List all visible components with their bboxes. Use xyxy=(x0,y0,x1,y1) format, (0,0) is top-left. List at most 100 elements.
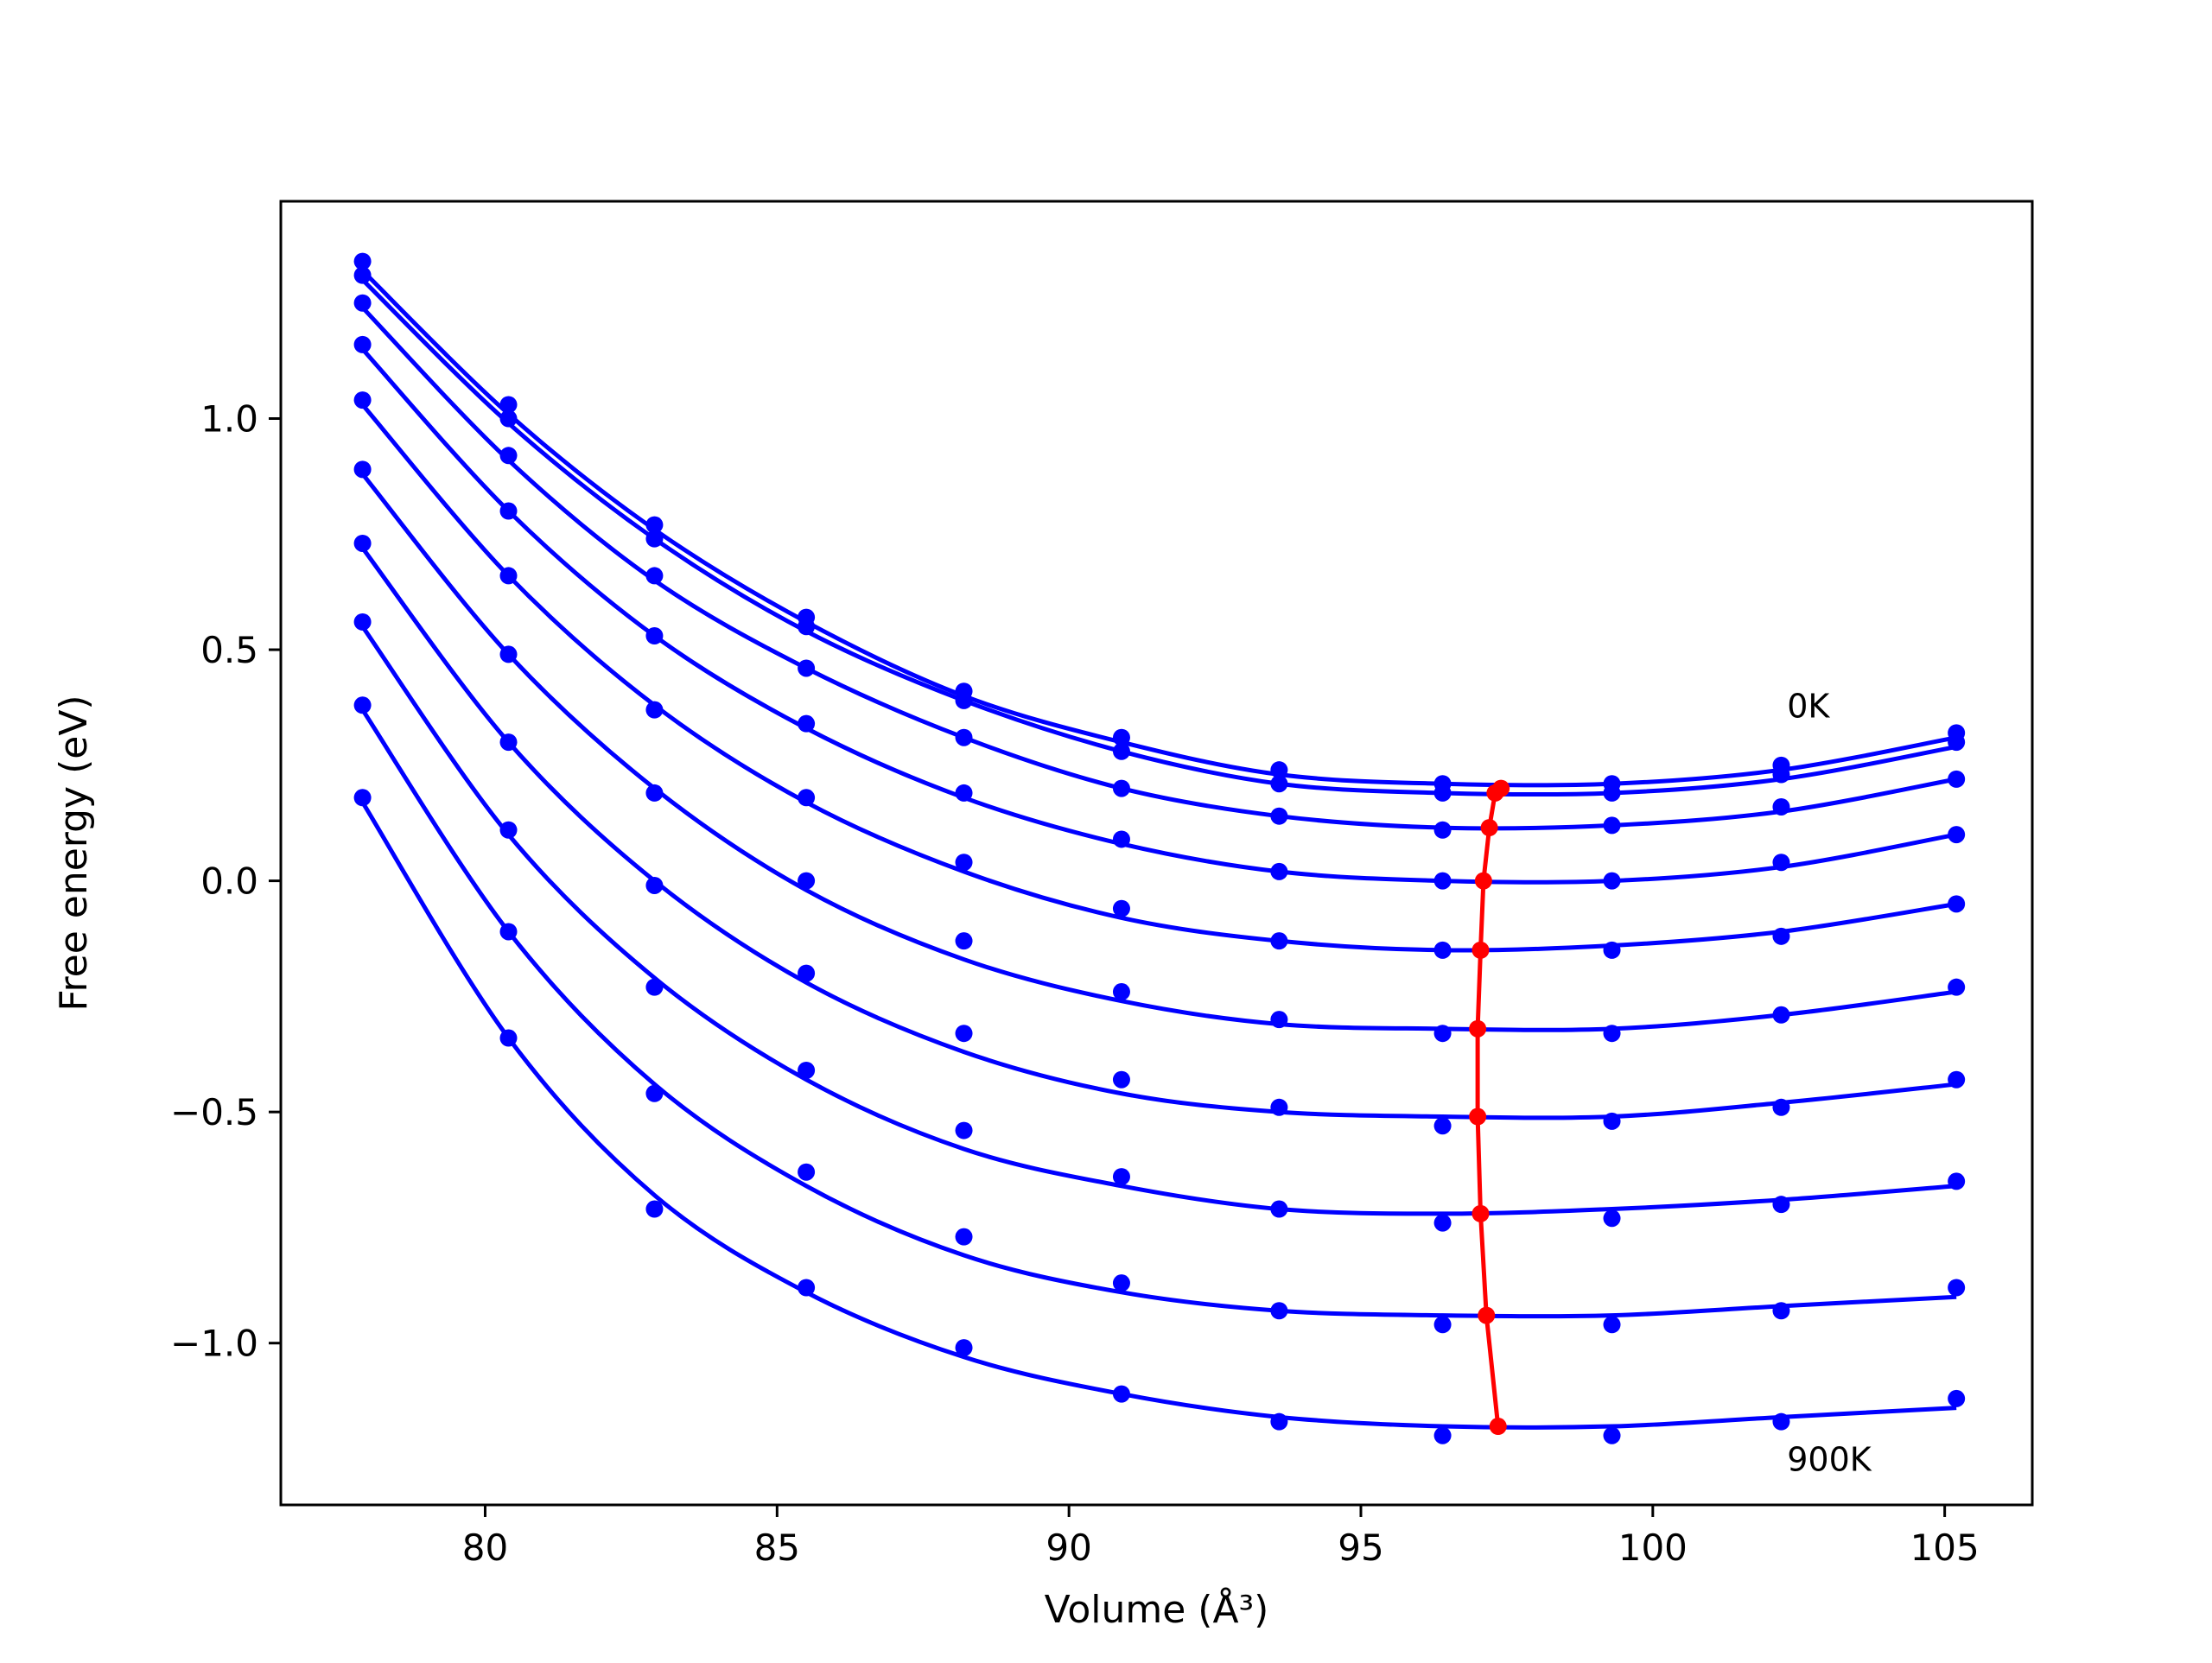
data-point-6-10 xyxy=(1772,1006,1790,1024)
data-point-6-8 xyxy=(1433,1025,1452,1043)
data-point-5-9 xyxy=(1603,941,1621,959)
x-tick-label-90: 90 xyxy=(1046,1527,1091,1569)
x-tick-label-80: 80 xyxy=(462,1527,508,1569)
fit-curve-6 xyxy=(360,473,1957,1032)
y-axis-ticks: −1.0 −0.5 0.0 0.5 1.0 xyxy=(170,398,281,1365)
data-point-6-3 xyxy=(645,784,664,802)
x-axis-ticks: 80 85 90 95 100 105 xyxy=(462,1505,1980,1569)
fit-curve-5 xyxy=(360,403,1957,953)
annotation-900k: 900K xyxy=(1787,1440,1872,1478)
data-point-7-9 xyxy=(1603,1112,1621,1130)
x-tick-label-105: 105 xyxy=(1910,1527,1980,1569)
data-point-3-2 xyxy=(499,447,518,465)
minimum-point-5 xyxy=(1471,941,1490,959)
minimum-point-8 xyxy=(1471,1204,1490,1222)
data-point-4-9 xyxy=(1603,872,1621,890)
data-point-4-3 xyxy=(645,627,664,644)
data-point-8-5 xyxy=(955,1121,973,1139)
data-point-3-6 xyxy=(1112,779,1130,797)
data-point-10-2 xyxy=(499,1029,518,1047)
data-point-1-7 xyxy=(1270,761,1288,779)
data-point-10-9 xyxy=(1603,1426,1621,1444)
data-point-2-8 xyxy=(1433,784,1452,802)
data-point-10-3 xyxy=(645,1200,664,1218)
data-point-9-5 xyxy=(955,1228,973,1246)
data-point-8-4 xyxy=(798,1062,816,1079)
minimum-point-10 xyxy=(1489,1418,1507,1436)
data-point-3-8 xyxy=(1433,821,1452,839)
data-point-9-1 xyxy=(353,696,372,714)
data-point-5-10 xyxy=(1772,927,1790,945)
data-point-4-7 xyxy=(1270,862,1288,880)
data-point-8-10 xyxy=(1772,1196,1790,1214)
data-point-7-3 xyxy=(645,876,664,894)
data-point-3-9 xyxy=(1603,816,1621,835)
data-point-2-9 xyxy=(1603,784,1621,802)
data-point-10-5 xyxy=(955,1339,973,1357)
data-point-4-4 xyxy=(798,714,816,733)
data-point-3-5 xyxy=(955,728,973,746)
y-axis-title: Free energy (eV) xyxy=(52,695,96,1011)
data-point-3-7 xyxy=(1270,807,1288,825)
data-point-9-9 xyxy=(1603,1316,1621,1334)
data-point-3-11 xyxy=(1948,770,1966,788)
x-tick-label-100: 100 xyxy=(1618,1527,1688,1569)
data-point-10-1 xyxy=(353,789,372,807)
data-point-10-11 xyxy=(1948,1389,1966,1407)
data-point-10-8 xyxy=(1433,1426,1452,1444)
fit-curve-7 xyxy=(360,546,1957,1120)
x-axis-title: Volume (Å³) xyxy=(1045,1586,1269,1632)
data-point-3-1 xyxy=(353,294,372,312)
data-point-4-2 xyxy=(499,502,518,520)
data-point-4-5 xyxy=(955,784,973,802)
data-point-2-4 xyxy=(798,618,816,636)
fit-curve-8 xyxy=(360,625,1957,1216)
x-tick-label-85: 85 xyxy=(754,1527,800,1569)
data-point-9-4 xyxy=(798,1163,816,1181)
data-point-8-2 xyxy=(499,821,518,839)
data-point-7-5 xyxy=(955,1025,973,1043)
data-point-5-8 xyxy=(1433,941,1452,959)
minimum-point-6 xyxy=(1469,1019,1487,1038)
data-point-7-2 xyxy=(499,733,518,752)
y-tick-label-3: 0.5 xyxy=(200,629,258,671)
data-point-2-2 xyxy=(499,409,518,428)
y-tick-label-0: −1.0 xyxy=(170,1323,258,1365)
data-point-2-3 xyxy=(645,530,664,548)
data-point-8-1 xyxy=(353,613,372,631)
data-point-8-7 xyxy=(1270,1200,1288,1218)
data-point-2-5 xyxy=(955,691,973,709)
data-point-1-6 xyxy=(1112,728,1130,746)
data-point-7-6 xyxy=(1112,1070,1130,1089)
minimum-point-9 xyxy=(1478,1306,1496,1324)
data-point-7-1 xyxy=(353,534,372,552)
data-point-10-7 xyxy=(1270,1412,1288,1431)
data-point-9-8 xyxy=(1433,1316,1452,1334)
data-point-8-3 xyxy=(645,978,664,996)
plot-frame xyxy=(279,200,2034,1507)
data-point-5-2 xyxy=(499,567,518,585)
y-tick-label-1: −0.5 xyxy=(170,1091,258,1133)
data-point-1-3 xyxy=(645,516,664,534)
data-point-6-5 xyxy=(955,932,973,950)
data-point-6-2 xyxy=(499,645,518,663)
data-point-6-6 xyxy=(1112,983,1130,1001)
y-tick-label-2: 0.0 xyxy=(200,860,258,903)
data-point-9-2 xyxy=(499,923,518,941)
data-point-2-1 xyxy=(353,266,372,284)
data-point-8-9 xyxy=(1603,1209,1621,1228)
data-point-2-6 xyxy=(1112,742,1130,760)
minimum-point-4 xyxy=(1474,872,1492,890)
data-point-3-3 xyxy=(645,567,664,585)
data-point-9-10 xyxy=(1772,1302,1790,1320)
data-point-2-10 xyxy=(1772,765,1790,784)
data-point-9-11 xyxy=(1948,1279,1966,1297)
data-point-8-8 xyxy=(1433,1214,1452,1232)
plot-marks xyxy=(353,252,1966,1444)
data-point-6-7 xyxy=(1270,1011,1288,1029)
annotation-0k: 0K xyxy=(1787,687,1830,725)
data-point-7-11 xyxy=(1948,1070,1966,1089)
data-point-3-4 xyxy=(798,659,816,677)
